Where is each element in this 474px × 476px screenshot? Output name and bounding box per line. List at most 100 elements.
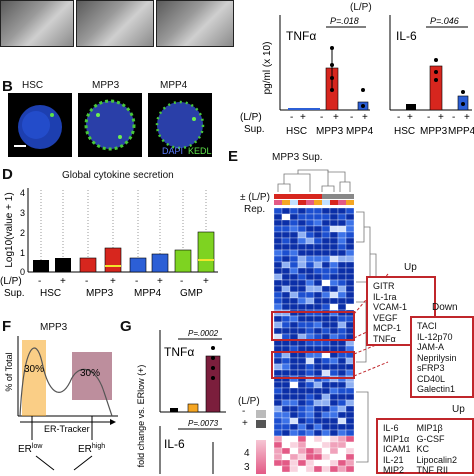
svg-text:MPP3: MPP3	[86, 288, 114, 299]
em-image-hsc	[0, 0, 74, 47]
list-item: IL-12p70	[417, 331, 453, 342]
heatmap-row-lp: ± (L/P)	[240, 192, 270, 203]
svg-text:MPP4: MPP4	[134, 288, 162, 299]
annotation-cell	[346, 194, 354, 199]
list-item: MIP1β	[416, 423, 443, 433]
box-mpp3-minus	[79, 257, 97, 273]
panel-d-boxplot: Log10(value + 1) 0 1 2 3 4 (L/P) Sup. - +…	[0, 188, 218, 299]
svg-text:+: +	[300, 112, 306, 123]
row-lp-label: (L/P)	[0, 276, 22, 287]
down-title: Down	[432, 302, 458, 313]
bar-il6-mpp4	[457, 90, 469, 111]
scale-tick: 3	[244, 462, 250, 473]
heatmap	[273, 169, 377, 473]
cell-label-mpp4: MPP4	[160, 80, 188, 91]
list-item: TNF RII	[416, 465, 449, 475]
cell-label-hsc: HSC	[22, 80, 44, 91]
svg-text:1: 1	[20, 248, 25, 258]
list-item: GITR	[373, 281, 395, 291]
bar-tnf-mpp3	[325, 46, 339, 111]
svg-text:-: -	[180, 276, 183, 287]
group-hsc: HSC	[286, 126, 307, 137]
y-axis-label: pg/ml (x 10)	[262, 42, 273, 95]
panel-a-charts: pg/ml (x 10) TNFα P=.018 (L/P) Sup. - + -…	[240, 15, 474, 137]
tnf-label: TNFα	[286, 29, 316, 43]
svg-text:+: +	[60, 276, 66, 287]
list-item: Galectin1	[417, 384, 456, 394]
svg-text:ER-Tracker: ER-Tracker	[44, 424, 90, 434]
annotation-cell	[314, 194, 322, 199]
svg-text:30%: 30%	[24, 364, 44, 375]
svg-text:-: -	[397, 112, 400, 123]
svg-text:2: 2	[20, 228, 25, 238]
row-sup-label: Sup.	[4, 288, 25, 299]
up1-list: GITR IL-1ra VCAM-1 VEGF MCP-1 TNFα	[366, 276, 436, 346]
group-header-lp: (L/P)	[350, 2, 372, 13]
cell-label-mpp3: MPP3	[92, 80, 120, 91]
annotation-cell	[282, 194, 290, 199]
svg-text:MPP3: MPP3	[420, 126, 448, 137]
legend-minus: -	[242, 406, 246, 417]
legend-swatch-minus	[256, 410, 266, 418]
panel-letter-e: E	[228, 148, 239, 165]
annotation-cell	[330, 200, 338, 205]
bar-tnf-mpp4	[357, 88, 369, 111]
image-cell-hsc	[8, 93, 72, 157]
svg-text:ERlow: ERlow	[18, 443, 43, 455]
annotation-cell	[322, 200, 330, 205]
list-item: MIP2	[383, 465, 405, 475]
svg-text:MPP4: MPP4	[448, 126, 474, 137]
svg-text:P=.0073: P=.0073	[188, 419, 219, 428]
annotation-cell	[298, 200, 306, 205]
panel-f-histogram: % of Total 30% 30% ER-Tracker ERlow ERhi…	[4, 336, 118, 471]
svg-text:IL-6: IL-6	[164, 437, 185, 451]
heatmap-row-rep: Rep.	[244, 204, 266, 215]
list-item: Neprilysin	[417, 352, 457, 363]
list-item: G-CSF	[416, 433, 445, 444]
svg-text:-: -	[350, 112, 353, 123]
svg-text:+: +	[407, 112, 413, 123]
list-item: IL-6	[383, 423, 399, 433]
list-item: MIP1α	[383, 433, 410, 444]
annotation-cell	[290, 200, 298, 205]
box-gmp-minus	[174, 249, 192, 273]
scale-tick: 4	[244, 448, 250, 459]
svg-text:30%: 30%	[80, 368, 100, 379]
il6-label: IL-6	[396, 29, 417, 43]
svg-text:-: -	[320, 112, 323, 123]
list-item: VCAM-1	[373, 302, 408, 312]
y-axis-label: Log10(value + 1)	[4, 192, 15, 267]
list-item: VEGF	[373, 312, 398, 323]
svg-text:-: -	[290, 112, 293, 123]
svg-text:+: +	[110, 276, 116, 287]
legend-plus: +	[242, 418, 248, 429]
svg-text:ERhigh: ERhigh	[78, 443, 105, 455]
svg-text:+: +	[157, 276, 163, 287]
list-item: JAM-A	[417, 342, 444, 352]
row-lp-label: (L/P)	[240, 112, 262, 123]
p-value-tnf: P=.018	[330, 16, 359, 26]
list-item: Lipocalin2	[416, 454, 458, 465]
svg-text:+: +	[438, 112, 444, 123]
panel-g-charts: fold change vs. ERlow (+) P=.0002 TNFα P…	[136, 329, 226, 474]
list-item: IL-21	[383, 454, 404, 465]
box-mpp4-minus	[129, 257, 147, 273]
list-item: ICAM1	[383, 444, 411, 454]
annotation-cell	[346, 200, 354, 205]
box-gmp-plus	[197, 231, 215, 273]
annotation-cell	[274, 200, 282, 205]
bar-g-tnf-high	[205, 346, 221, 413]
panel-letter-b: B	[2, 78, 13, 95]
down-list: TACI IL-12p70 JAM-A Neprilysin sFRP3 CD4…	[410, 316, 474, 398]
annotation-cell	[338, 200, 346, 205]
panel-d-title: Global cytokine secretion	[62, 170, 174, 181]
box-mpp4-plus	[151, 253, 169, 273]
annotation-cell	[282, 200, 290, 205]
svg-text:P=.0002: P=.0002	[188, 329, 219, 338]
up1-title: Up	[404, 262, 417, 273]
group-mpp4: MPP4	[346, 126, 374, 137]
svg-text:3: 3	[20, 208, 25, 218]
group-mpp3: MPP3	[316, 126, 344, 137]
svg-text:-: -	[452, 112, 455, 123]
svg-text:-: -	[427, 112, 430, 123]
